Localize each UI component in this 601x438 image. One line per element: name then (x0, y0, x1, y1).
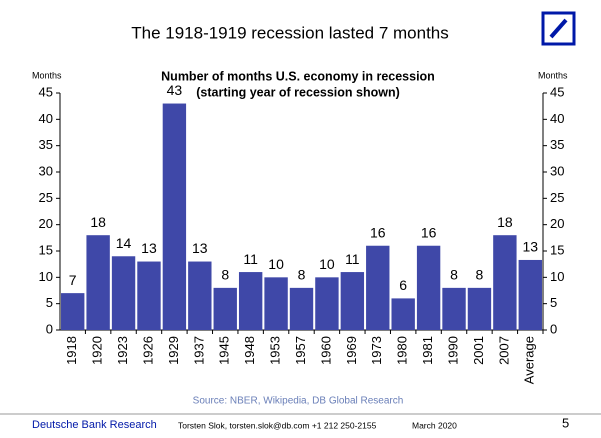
x-tick-label: 1969 (344, 336, 359, 365)
bar (518, 259, 542, 330)
x-tick-label: 1957 (293, 336, 308, 365)
bar (188, 261, 212, 330)
bar (61, 293, 85, 330)
footer-company: Deutsche Bank Research (32, 419, 157, 431)
bar (467, 287, 492, 330)
y2-tick-label: 5 (550, 295, 557, 310)
value-label: 13 (141, 240, 157, 256)
y-axis-label: Months (32, 70, 62, 80)
x-tick-label: 1960 (318, 336, 333, 365)
y-tick-label: 30 (39, 163, 53, 178)
footer-date: March 2020 (412, 420, 457, 430)
bar (391, 298, 415, 330)
value-label: 7 (69, 272, 77, 288)
bar (340, 272, 365, 330)
chart-title: The 1918-1919 recession lasted 7 months (131, 23, 449, 42)
x-tick-label: 1918 (64, 336, 79, 365)
x-tick-label: 1937 (191, 336, 206, 365)
x-tick-label: 1948 (242, 336, 257, 365)
value-label: 8 (221, 267, 229, 283)
x-tick-label: 1929 (166, 336, 181, 365)
value-label: 43 (167, 82, 183, 98)
bar (137, 261, 161, 330)
value-label: 10 (319, 256, 335, 272)
y-tick-label: 45 (39, 84, 53, 99)
y-tick-label: 15 (39, 242, 53, 257)
x-tick-label: 2001 (471, 336, 486, 365)
bar (111, 256, 136, 330)
footer-contact: Torsten Slok, torsten.slok@db.com +1 212… (178, 420, 377, 430)
y2-tick-label: 15 (550, 242, 564, 257)
value-label: 18 (497, 214, 513, 230)
y2-tick-label: 30 (550, 163, 564, 178)
y-tick-label: 5 (46, 295, 53, 310)
x-tick-label: Average (522, 336, 537, 384)
value-label: 11 (345, 251, 360, 267)
y2-tick-label: 25 (550, 190, 564, 205)
y-tick-label: 0 (46, 321, 53, 336)
y2-tick-label: 35 (550, 137, 564, 152)
y-tick-label: 20 (39, 216, 53, 231)
x-tick-label: 1926 (140, 336, 155, 365)
value-label: 16 (421, 224, 437, 240)
y-tick-label: 25 (39, 190, 53, 205)
bar (366, 245, 390, 330)
source: Source: NBER, Wikipedia, DB Global Resea… (193, 396, 404, 407)
value-label: 8 (450, 267, 458, 283)
bar (264, 277, 288, 330)
y2-tick-label: 20 (550, 216, 564, 231)
y-tick-label: 35 (39, 137, 53, 152)
value-label: 14 (116, 235, 132, 251)
y2-tick-label: 0 (550, 321, 557, 336)
bar (416, 245, 441, 330)
bar (442, 287, 466, 330)
value-label: 13 (523, 239, 539, 255)
value-label: 8 (476, 267, 484, 283)
x-tick-label: 1945 (217, 336, 232, 365)
x-tick-label: 1923 (115, 336, 130, 365)
y-tick-label: 10 (39, 269, 53, 284)
value-label: 10 (268, 256, 284, 272)
subtitle: (starting year of recession shown) (196, 85, 400, 99)
bar (162, 103, 187, 331)
x-tick-label: 1990 (445, 336, 460, 365)
value-label: 6 (399, 277, 407, 293)
x-tick-label: 1953 (268, 336, 283, 365)
bar (86, 235, 110, 330)
bar (213, 287, 237, 330)
x-tick-label: 1980 (395, 336, 410, 365)
subtitle: Number of months U.S. economy in recessi… (161, 69, 435, 83)
bar (238, 272, 263, 330)
value-label: 16 (370, 224, 386, 240)
y2-axis-label: Months (538, 70, 568, 80)
y-tick-label: 40 (39, 111, 53, 126)
y2-tick-label: 40 (550, 111, 564, 126)
value-label: 18 (90, 214, 106, 230)
value-label: 8 (298, 267, 306, 283)
logo (541, 11, 576, 46)
value-label: 11 (243, 251, 258, 267)
page-number: 5 (562, 415, 569, 430)
bar (493, 235, 517, 330)
y2-tick-label: 10 (550, 269, 564, 284)
y2-tick-label: 45 (550, 84, 564, 99)
value-label: 13 (192, 240, 208, 256)
x-tick-label: 1973 (369, 336, 384, 365)
x-tick-label: 1981 (420, 336, 435, 365)
bar (315, 277, 339, 330)
x-tick-label: 2007 (496, 336, 511, 365)
bar (289, 287, 314, 330)
x-tick-label: 1920 (90, 336, 105, 365)
